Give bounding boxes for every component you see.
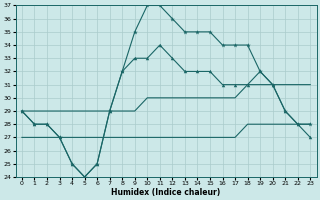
X-axis label: Humidex (Indice chaleur): Humidex (Indice chaleur) xyxy=(111,188,221,197)
